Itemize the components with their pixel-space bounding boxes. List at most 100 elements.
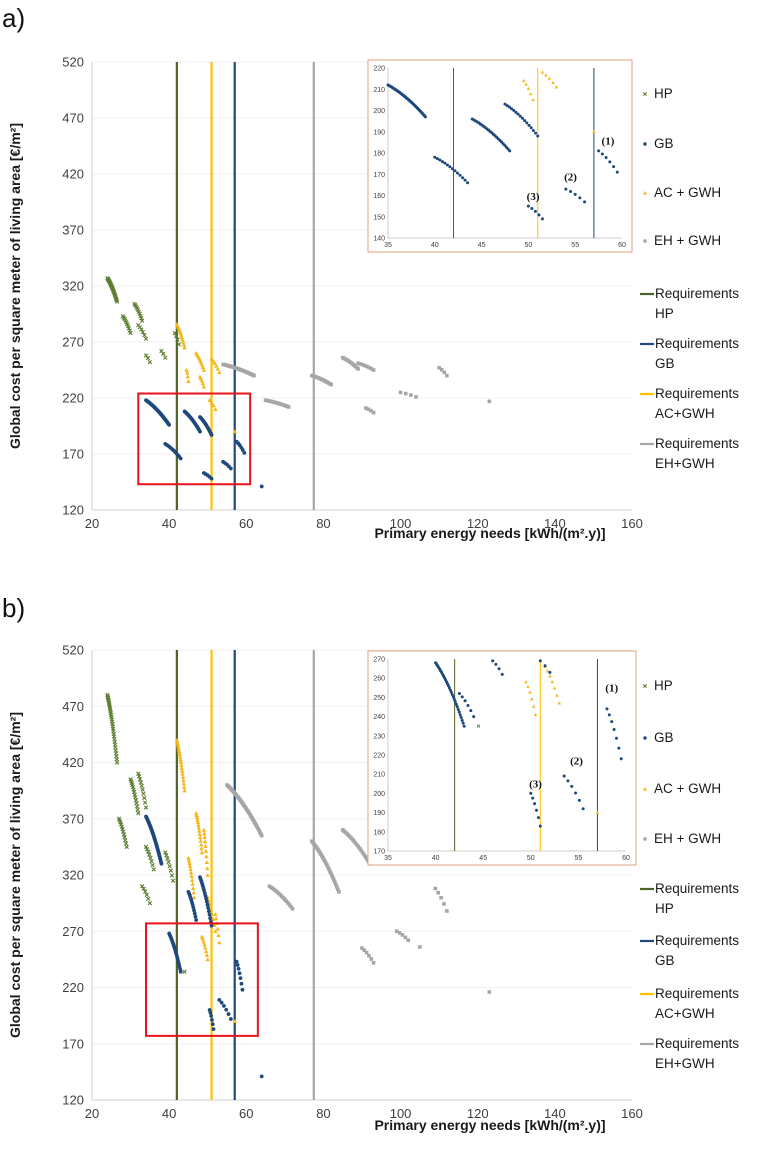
x-tick-label: 40 (162, 516, 176, 531)
point-ac-gwh (215, 926, 220, 931)
point-hp (124, 844, 129, 850)
point-gb (457, 692, 461, 696)
point-ac-gwh (531, 704, 536, 708)
y-tick-label: 120 (62, 503, 84, 518)
point-ac-gwh (232, 429, 237, 434)
point-hp-stroke (137, 776, 143, 782)
point-hp (163, 850, 168, 855)
point-ac-gwh (211, 403, 216, 408)
point-hp-stroke (476, 724, 481, 728)
point-hp-stroke (129, 780, 134, 786)
point-ac-gwh (188, 870, 194, 875)
point-hp (176, 342, 181, 347)
point-eh-gwh (323, 859, 327, 864)
point-gb (607, 713, 611, 717)
point-ac-gwh (198, 838, 203, 843)
point-ac-gwh (203, 945, 208, 950)
point-hp-stroke (169, 873, 175, 878)
point-eh-gwh (360, 946, 364, 950)
legend-label: EH+GWH (655, 456, 715, 471)
point-eh-gwh (337, 890, 341, 894)
point-eh-gwh (325, 863, 329, 867)
point-gb (209, 433, 214, 437)
point-gb (516, 112, 520, 116)
point-ac-gwh (181, 778, 186, 783)
point-hp-stroke (172, 330, 178, 336)
point-eh-gwh (433, 886, 438, 891)
point-hp-stroke (143, 805, 149, 810)
point-hp-stroke (124, 844, 129, 850)
inset-y-tick-label: 170 (373, 172, 385, 179)
point-gb (207, 912, 212, 917)
point-hp-stroke (106, 701, 112, 706)
point-hp (138, 780, 144, 785)
point-gb (433, 155, 437, 159)
y-tick-label: 220 (62, 980, 84, 995)
point-gb (463, 178, 467, 182)
point-gb (472, 715, 476, 719)
point-ac-gwh (204, 952, 210, 957)
legend-label: HP (654, 678, 673, 693)
point-gb (228, 466, 233, 471)
point-hp (161, 351, 166, 356)
point-gb (240, 987, 245, 992)
x-tick-label: 120 (467, 516, 489, 531)
legend-label: AC+GWH (655, 406, 715, 421)
point-hp-stroke (145, 356, 151, 361)
point-hp (134, 801, 139, 806)
point-ac-gwh (202, 831, 207, 836)
point-ac-gwh (551, 80, 555, 84)
point-hp-stroke (146, 896, 151, 901)
x-tick-label: 40 (162, 1106, 176, 1121)
point-hp-stroke (167, 863, 172, 869)
chart-panel-1: b) 120 170 220 270 320 370 420 470 520 20 40 60 80 100… (2, 593, 739, 1133)
inset-x-tick-label: 50 (525, 242, 533, 249)
point-gb (527, 123, 531, 127)
point-hp (144, 892, 149, 898)
point-ac-gwh (176, 745, 181, 750)
point-gb (448, 165, 452, 169)
point-ac-gwh (186, 858, 192, 863)
point-gb (192, 908, 196, 913)
point-gb (458, 713, 462, 717)
inset-y-tick-label: 240 (373, 714, 385, 721)
point-hp (147, 900, 153, 906)
point-hp-stroke (142, 332, 147, 338)
legend-label: Requirements (655, 933, 739, 948)
point-gb (440, 160, 444, 164)
y-tick-label: 520 (62, 643, 84, 658)
point-eh-gwh (367, 953, 371, 958)
legend-label: GB (654, 730, 674, 745)
point-eh-gwh (398, 390, 403, 395)
point-ac-gwh (193, 810, 199, 815)
point-gb (529, 791, 533, 795)
point-ac-gwh (180, 774, 186, 779)
point-hp-stroke (166, 859, 171, 865)
point-ac-gwh (204, 860, 210, 865)
point-eh-gwh (356, 844, 361, 849)
point-hp (149, 859, 154, 864)
point-ac-gwh (190, 881, 195, 886)
point-gb (445, 163, 449, 167)
inset-annotation: (1) (605, 683, 618, 695)
point-gb (460, 695, 464, 699)
point-gb (461, 176, 465, 180)
inset-y-tick-label: 250 (373, 695, 385, 702)
point-hp-stroke (144, 846, 150, 852)
inset-x-tick-label: 40 (431, 242, 439, 249)
point-hp-stroke (143, 844, 149, 850)
point-ac-gwh (175, 739, 180, 744)
point-hp-stroke (118, 822, 124, 827)
point-ac-gwh (201, 939, 206, 944)
point-hp-stroke (144, 892, 149, 898)
point-eh-gwh (397, 931, 402, 935)
point-hp-stroke (151, 867, 156, 872)
point-ac-gwh (194, 812, 199, 817)
point-gb (469, 709, 473, 713)
legend: HP GB AC + GWH EH + GWH Requirements HP Requir… (640, 678, 739, 1071)
point-ac-gwh (199, 378, 205, 383)
point-hp-stroke (116, 816, 122, 821)
legend-label: Requirements (655, 986, 739, 1001)
point-eh-gwh (356, 361, 360, 366)
point-ac-gwh (198, 842, 204, 847)
